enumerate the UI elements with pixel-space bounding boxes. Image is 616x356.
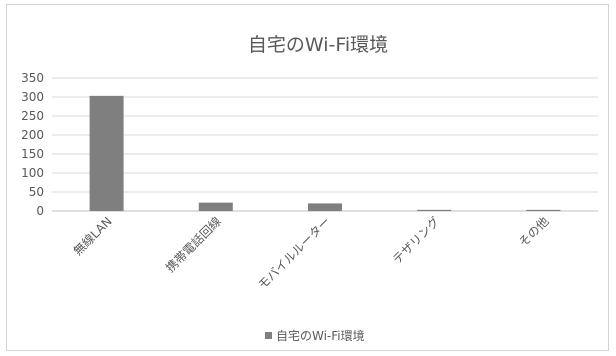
legend-swatch (265, 332, 272, 339)
bar-4 (526, 209, 561, 211)
y-tick-label: 350 (21, 71, 44, 85)
y-tick-label: 0 (36, 204, 44, 218)
y-tick-label: 200 (21, 128, 44, 142)
y-tick-label: 100 (21, 166, 44, 180)
y-tick-label: 150 (21, 147, 44, 161)
bar-2 (308, 203, 342, 211)
bar-0 (89, 95, 124, 211)
x-tick-label: モバイルルーター (255, 214, 333, 292)
x-tick-label: その他 (516, 214, 551, 249)
x-tick-label: 携帯電話回線 (162, 214, 224, 276)
bar-3 (417, 209, 452, 211)
x-axis-labels: 無線LAN 携帯電話回線 モバイルルーター テザリング その他 (70, 214, 551, 292)
x-tick-label: テザリング (390, 214, 442, 266)
x-tick-label: 無線LAN (70, 214, 115, 259)
legend-label: 自宅のWi-Fi環境 (276, 328, 365, 343)
y-axis-ticks: 0 50 100 150 200 250 300 350 (21, 71, 44, 218)
y-tick-label: 250 (21, 109, 44, 123)
gridlines (52, 77, 598, 212)
y-tick-label: 50 (29, 185, 44, 199)
chart-title: 自宅のWi-Fi環境 (248, 34, 388, 56)
bar-1 (198, 202, 233, 211)
legend: 自宅のWi-Fi環境 (265, 328, 365, 343)
y-tick-label: 300 (21, 90, 44, 104)
bars (89, 95, 561, 211)
